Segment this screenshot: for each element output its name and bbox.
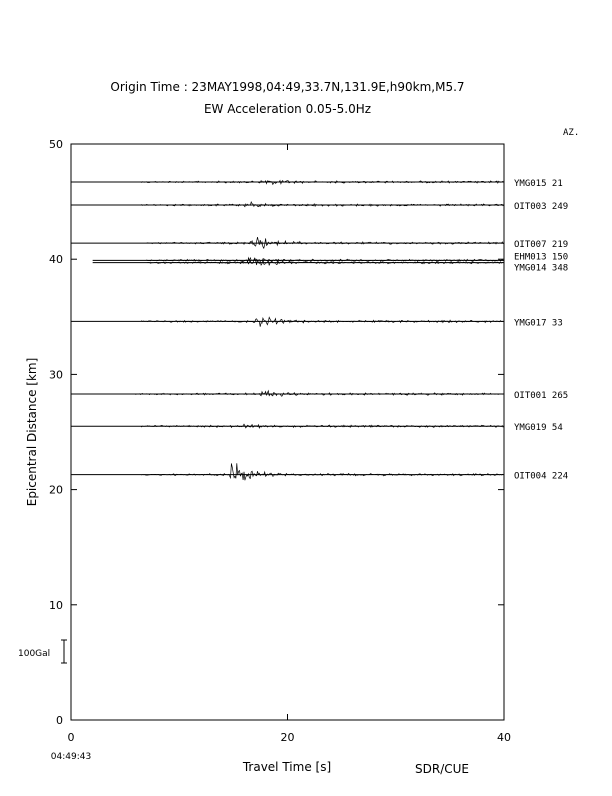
- station-label: OIT001 265: [514, 391, 568, 401]
- plot-frame: [70, 143, 505, 721]
- y-tick-label: 50: [49, 138, 63, 151]
- station-label: OIT007 219: [514, 240, 568, 250]
- station-label: YMG014 348: [514, 264, 568, 274]
- y-tick-label: 30: [49, 368, 63, 381]
- seismic-trace: [141, 201, 504, 208]
- station-label: YMG019 54: [514, 423, 563, 433]
- x-tick-label: 40: [497, 731, 511, 744]
- chart-title: Origin Time : 23MAY1998,04:49,33.7N,131.…: [110, 80, 465, 94]
- y-tick-label: 20: [49, 484, 63, 497]
- start-time-label: 04:49:43: [51, 752, 91, 762]
- seismic-trace: [146, 257, 504, 266]
- y-tick-label: 0: [56, 714, 63, 727]
- seismic-trace: [135, 389, 504, 397]
- az-header: AZ.: [563, 128, 579, 138]
- x-tick-label: 20: [281, 731, 295, 744]
- station-label: OIT004 224: [514, 472, 568, 482]
- credit-label: SDR/CUE: [415, 762, 469, 776]
- scale-bar: [61, 639, 67, 664]
- station-label: OIT003 249: [514, 202, 568, 212]
- seismic-trace: [141, 316, 504, 327]
- scale-bar-label: 100Gal: [18, 649, 50, 659]
- station-label: YMG017 33: [514, 318, 563, 328]
- seismic-trace: [141, 463, 504, 481]
- x-axis-label: Travel Time [s]: [242, 760, 331, 774]
- y-tick-label: 10: [49, 599, 63, 612]
- station-label: YMG015 21: [514, 179, 563, 189]
- seismic-trace: [146, 256, 504, 264]
- seismic-trace: [146, 237, 504, 250]
- y-axis-label: Epicentral Distance [km]: [25, 358, 39, 507]
- y-tick-label: 40: [49, 253, 63, 266]
- seismic-trace: [141, 423, 504, 430]
- chart-subtitle: EW Acceleration 0.05-5.0Hz: [203, 102, 372, 116]
- x-tick-label: 0: [68, 731, 75, 744]
- seismic-trace: [141, 179, 504, 186]
- station-label: EHM013 150: [514, 252, 568, 262]
